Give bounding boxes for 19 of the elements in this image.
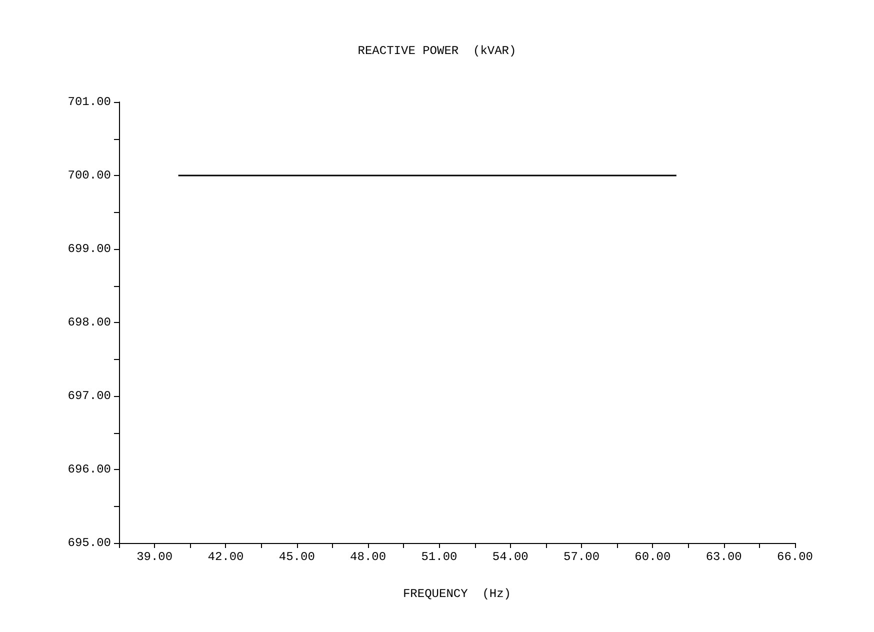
x-tick-label: 60.00 — [634, 550, 671, 564]
x-axis-title: FREQUENCY (Hz) — [402, 587, 512, 601]
x-tick-label: 57.00 — [564, 550, 600, 564]
x-tick-label: 66.00 — [776, 550, 814, 564]
chart-title: REACTIVE POWER (kVAR) — [358, 44, 516, 58]
x-tick-label: 54.00 — [492, 550, 528, 564]
x-tick-label: 48.00 — [350, 550, 386, 564]
x-tick-label: 39.00 — [136, 550, 173, 564]
x-tick-label: 42.00 — [208, 550, 244, 564]
y-tick-label: 698.00 — [68, 316, 111, 330]
y-tick-label: 699.00 — [68, 242, 111, 256]
y-tick-label: 700.00 — [68, 168, 111, 182]
x-tick-label: 63.00 — [706, 550, 742, 564]
y-tick-label: 695.00 — [68, 536, 111, 550]
x-tick-label: 45.00 — [278, 550, 315, 564]
y-tick-label: 696.00 — [68, 462, 111, 476]
y-tick-label: 697.00 — [68, 389, 111, 403]
x-tick-label: 51.00 — [421, 550, 458, 564]
y-tick-label: 701.00 — [68, 95, 111, 109]
